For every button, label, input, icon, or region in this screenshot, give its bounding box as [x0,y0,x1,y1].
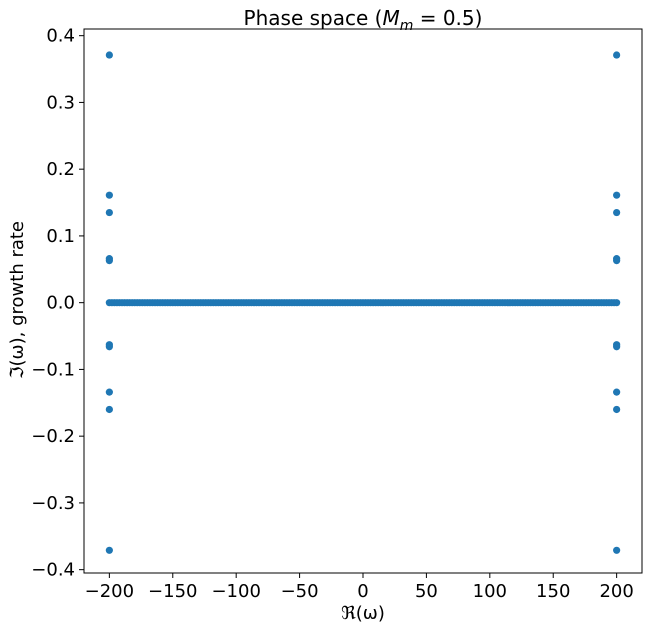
data-point [105,257,113,265]
chart-title-math-base: M [382,6,399,30]
chart-title: Phase space (Mm = 0.5) [244,6,483,34]
y-tick-label: −0.1 [31,359,75,380]
y-axis: −0.4 −0.3 −0.2 −0.1 0.0 0.1 0.2 0.3 0.4 [31,26,84,581]
x-tick-label: 150 [536,581,570,602]
y-tick-label: −0.4 [31,560,75,581]
y-tick-label: 0.4 [46,26,75,47]
x-tick-label: −150 [148,581,197,602]
data-point [105,208,113,217]
data-point [105,405,113,414]
chart-title-text: Phase space ( [244,6,383,30]
y-tick-label: 0.3 [46,92,75,113]
y-axis-label: ℑ(ω), growth rate [7,221,28,379]
x-tick-label: −50 [281,581,319,602]
data-point [613,208,621,217]
data-points [105,51,621,554]
y-tick-label: 0.2 [46,159,75,180]
data-point [105,51,113,59]
data-point [613,299,621,307]
data-point [613,191,621,199]
data-point [613,388,621,396]
x-tick-label: 200 [599,581,633,602]
x-tick-label: 50 [415,581,438,602]
x-axis-label: ℜ(ω) [341,603,385,624]
data-point [105,191,113,199]
chart-title-math-sub: m [400,18,414,34]
data-point [613,546,621,554]
data-point [105,343,113,351]
data-point [613,257,621,265]
data-point [613,51,621,59]
x-axis: −200 −150 −100 −50 0 50 100 150 200 [85,573,634,602]
data-point [613,405,621,414]
x-tick-label: −200 [85,581,134,602]
data-point [613,343,621,351]
y-tick-label: 0.0 [46,293,75,314]
x-tick-label: 100 [473,581,507,602]
y-tick-label: −0.2 [31,426,75,447]
x-tick-label: −100 [211,581,260,602]
chart-title-math-rest: = 0.5) [413,6,482,30]
data-point [105,546,113,554]
data-point [105,388,113,396]
y-tick-label: −0.3 [31,493,75,514]
x-tick-label: 0 [357,581,368,602]
y-tick-label: 0.1 [46,226,75,247]
